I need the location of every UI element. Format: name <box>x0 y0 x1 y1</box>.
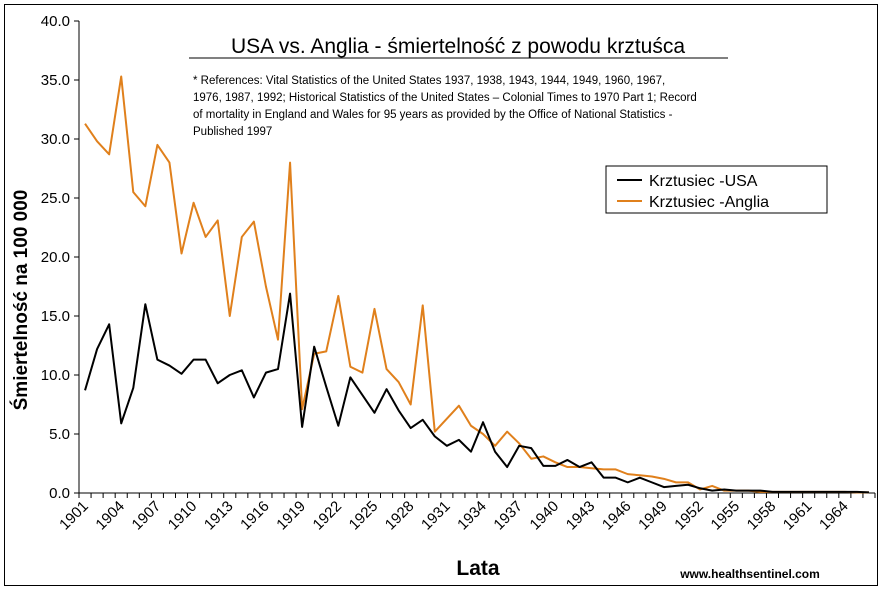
source-credit: www.healthsentinel.com <box>679 567 820 581</box>
chart-title: USA vs. Anglia - śmiertelność z powodu k… <box>231 35 685 58</box>
y-tick-label: 30.0 <box>41 131 70 148</box>
references-note-line-1: * References: Vital Statistics of the Un… <box>193 75 665 87</box>
y-tick-label: 35.0 <box>41 72 70 89</box>
x-tick-label: 1922 <box>310 498 346 534</box>
references-note-line-2: 1976, 1987, 1992; Historical Statistics … <box>193 92 697 104</box>
y-tick-label: 10.0 <box>41 367 70 384</box>
x-tick-label: 1913 <box>201 498 237 534</box>
series-line-anglia <box>84 75 869 494</box>
x-tick-label: 1940 <box>527 498 563 534</box>
x-tick-label: 1955 <box>708 498 744 534</box>
y-axis-title: Śmiertelność na 100 000 <box>10 190 32 411</box>
x-tick-label: 1949 <box>635 498 671 534</box>
x-tick-label: 1934 <box>454 498 490 534</box>
series-layer <box>84 75 870 494</box>
y-tick-label: 20.0 <box>41 249 70 266</box>
x-tick-label: 1910 <box>165 498 201 534</box>
x-tick-label: 1946 <box>599 498 635 534</box>
references-note-line-3: of mortality in England and Wales for 95… <box>193 109 673 121</box>
series-line-usa <box>84 292 870 494</box>
x-tick-label: 1961 <box>780 498 816 534</box>
legend-label-anglia: Krztusiec -Anglia <box>649 194 769 211</box>
x-tick-label: 1925 <box>346 498 382 534</box>
x-tick-label: 1928 <box>382 498 418 534</box>
x-tick-label: 1943 <box>563 498 599 534</box>
legend-label-usa: Krztusiec -USA <box>649 173 758 190</box>
x-tick-label: 1958 <box>744 498 780 534</box>
y-axis-ticks: 0.0 5.0 10.0 15.0 20.0 25.0 30.0 35.0 40.0 <box>41 13 79 502</box>
legend-box <box>605 165 828 214</box>
x-axis-title: Lata <box>456 557 500 580</box>
y-tick-label: 15.0 <box>41 308 70 325</box>
x-tick-label: 1916 <box>237 498 273 534</box>
x-tick-label: 1952 <box>671 498 707 534</box>
chart-frame <box>4 4 878 586</box>
x-tick-label: 1907 <box>129 498 165 534</box>
x-tick-label: 1919 <box>273 498 309 534</box>
x-tick-label: 1904 <box>92 498 128 534</box>
references-note-line-4: Published 1997 <box>193 126 272 138</box>
x-tick-label: 1901 <box>56 498 92 534</box>
y-tick-label: 5.0 <box>49 426 70 443</box>
x-tick-label: 1937 <box>490 498 526 534</box>
y-tick-label: 0.0 <box>49 485 70 502</box>
legend: Krztusiec -USA Krztusiec -Anglia <box>605 165 828 214</box>
x-tick-label: 1964 <box>816 498 852 534</box>
y-tick-label: 40.0 <box>41 13 70 30</box>
y-tick-label: 25.0 <box>41 190 70 207</box>
x-axis-ticks: 1901 1904 1907 1910 1913 1916 1919 1922 1925 1928… <box>56 493 876 534</box>
x-tick-label: 1931 <box>418 498 454 534</box>
